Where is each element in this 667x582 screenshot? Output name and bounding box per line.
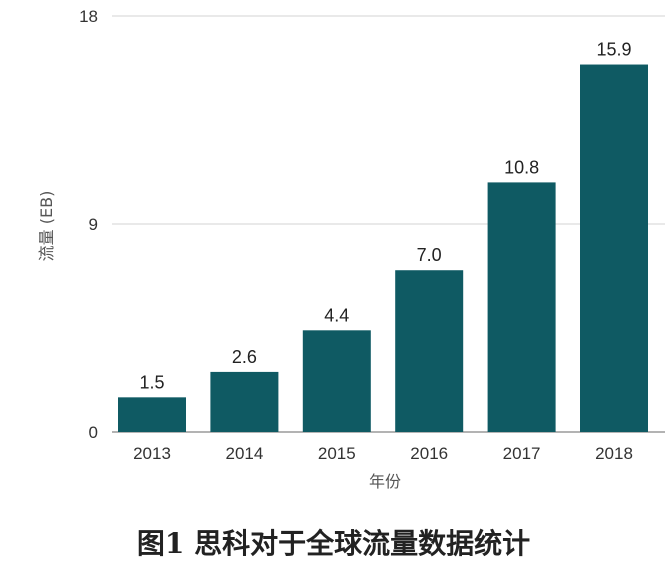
y-axis-label: 流量 (EB) — [37, 191, 56, 262]
bar-2018 — [580, 64, 648, 433]
value-label-2018: 15.9 — [596, 40, 631, 60]
y-tick-label: 9 — [89, 215, 98, 234]
y-tick-label: 18 — [79, 7, 98, 26]
value-label-2017: 10.8 — [504, 157, 539, 177]
x-tick-labels: 2013 2014 2015 2016 2017 2018 — [133, 444, 633, 463]
bar-2015 — [302, 330, 371, 432]
y-tick-labels: 0 9 18 — [79, 7, 98, 442]
x-tick-2018: 2018 — [595, 444, 633, 463]
x-tick-2014: 2014 — [225, 444, 263, 463]
x-tick-2015: 2015 — [318, 444, 356, 463]
bar-2016 — [395, 270, 464, 432]
y-tick-label: 0 — [89, 423, 98, 442]
value-label-2014: 2.6 — [232, 347, 257, 367]
value-label-2016: 7.0 — [417, 245, 442, 265]
bar-2014 — [210, 371, 279, 432]
x-tick-2016: 2016 — [410, 444, 448, 463]
figure-caption: 图1 思科对于全球流量数据统计 — [136, 527, 531, 560]
x-axis-label: 年份 — [369, 472, 401, 491]
x-tick-2013: 2013 — [133, 444, 171, 463]
value-labels: 1.5 2.6 4.4 7.0 10.8 15.9 — [139, 40, 631, 393]
value-label-2015: 4.4 — [324, 305, 349, 325]
value-label-2013: 1.5 — [139, 372, 164, 392]
bar-2013 — [118, 397, 186, 432]
bar-2017 — [487, 182, 556, 432]
x-tick-2017: 2017 — [503, 444, 541, 463]
grid-lines — [112, 15, 665, 433]
bars — [118, 64, 648, 433]
